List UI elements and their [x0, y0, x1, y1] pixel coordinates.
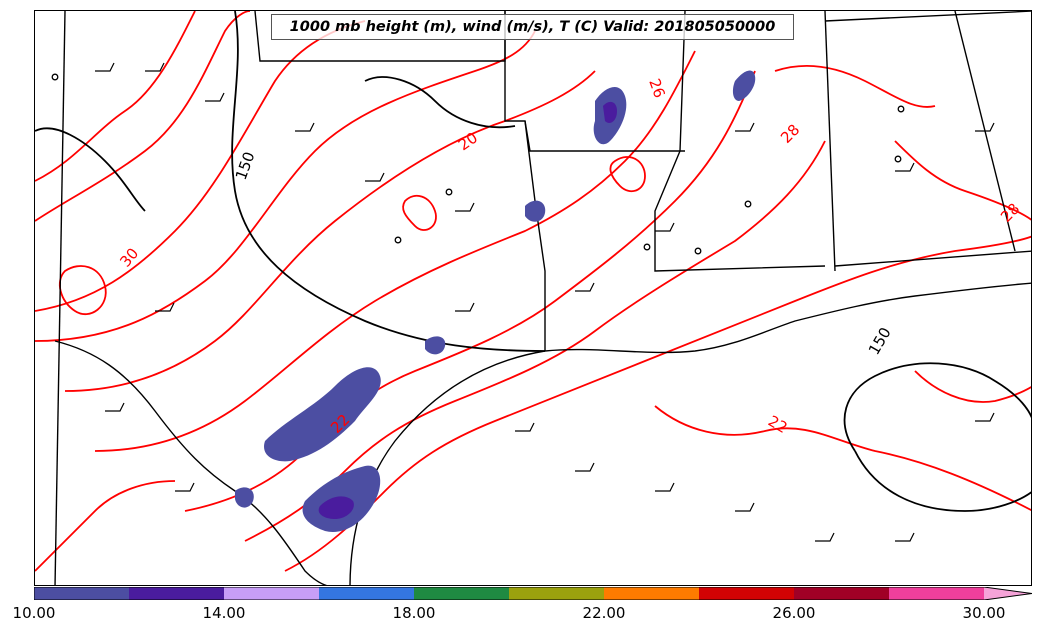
colorbar-tick-label: 18.00: [392, 604, 436, 622]
wind-barb: [175, 482, 195, 492]
map-canvas: 150 150 20 26 28 28 30 22 22: [35, 11, 1031, 585]
shaded-area: [603, 101, 617, 123]
wind-barb: [575, 462, 595, 472]
wind-barb: [735, 502, 755, 512]
temperature-contour: [35, 20, 366, 312]
colorbar-extend-triangle: [984, 587, 1032, 600]
colorbar-tick-label: 26.00: [772, 604, 816, 622]
wind-barb: [205, 92, 225, 102]
shaded-area: [318, 496, 354, 519]
coastline: [349, 282, 1031, 585]
temperature-contour: [94, 50, 696, 452]
colorbar-tick-label: 30.00: [962, 604, 1006, 622]
wind-barb: [975, 122, 995, 132]
colorbar-segment: [129, 587, 225, 600]
map-title: 1000 mb height (m), wind (m/s), T (C) Va…: [271, 14, 794, 40]
temperature-label: 26: [645, 76, 668, 100]
colorbar-segment: [699, 587, 795, 600]
wind-barb: [735, 122, 755, 132]
temperature-label: 22: [765, 412, 791, 437]
temperature-contour: [35, 30, 536, 342]
shaded-area: [425, 336, 446, 355]
temperature-contour: [774, 64, 936, 108]
calm-marker: [897, 105, 905, 113]
colorbar-tick-label: 22.00: [582, 604, 626, 622]
shaded-area: [235, 487, 254, 508]
wind-barb: [145, 62, 165, 72]
temperature-contour: [35, 11, 251, 222]
height-contours: [35, 11, 1031, 512]
wind-barb: [655, 482, 675, 492]
shaded-area: [732, 70, 756, 101]
temperature-contour: [284, 235, 1031, 572]
colorbar-segment: [319, 587, 415, 600]
temperature-contour: [894, 140, 1031, 221]
temperature-contour: [654, 405, 1031, 511]
wind-barb: [895, 532, 915, 542]
state-border: [54, 11, 66, 585]
state-border: [824, 11, 1031, 22]
wind-barb: [365, 172, 385, 182]
wind-barb: [95, 62, 115, 72]
height-contour: [854, 450, 1031, 512]
state-border: [824, 11, 836, 272]
calm-marker: [894, 155, 902, 163]
wind-barb: [455, 302, 475, 312]
calm-marker: [643, 243, 651, 251]
colorbar-segment: [604, 587, 700, 600]
calm-marker: [394, 236, 402, 244]
wind-barb: [155, 302, 175, 312]
colorbar: [34, 587, 1032, 600]
colorbar-tick-label: 10.00: [12, 604, 56, 622]
map-panel: 150 150 20 26 28 28 30 22 22: [34, 10, 1032, 586]
colorbar-segment: [509, 587, 605, 600]
state-border: [834, 250, 1031, 267]
height-contour: [843, 362, 1031, 452]
contour-labels: 150 150 20 26 28 28 30 22 22: [116, 76, 1023, 437]
border-river: [54, 340, 328, 585]
height-label: 150: [865, 324, 895, 358]
temperature-contour: [609, 156, 646, 193]
temperature-label: 30: [116, 244, 142, 270]
shaded-areas: [235, 70, 756, 532]
wind-barb: [975, 412, 995, 422]
calm-marker: [445, 188, 453, 196]
height-label: 150: [232, 149, 259, 182]
height-contour: [35, 127, 146, 212]
colorbar-outline: [34, 587, 1032, 600]
temperature-contours: [35, 11, 1031, 572]
calm-marker: [694, 247, 702, 255]
wind-barb: [655, 222, 675, 232]
wind-barb: [455, 202, 475, 212]
state-border: [654, 11, 826, 272]
state-border: [524, 120, 546, 351]
colorbar-segment: [224, 587, 320, 600]
wind-barb: [575, 282, 595, 292]
height-contour: [231, 11, 546, 352]
wind-barb: [105, 402, 125, 412]
calm-marker: [51, 73, 59, 81]
colorbar-segment: [414, 587, 510, 600]
colorbar-segment: [34, 587, 130, 600]
colorbar-tick-label: 14.00: [202, 604, 246, 622]
colorbar-segment: [794, 587, 890, 600]
temperature-contour: [402, 194, 437, 231]
wind-barbs: [95, 62, 995, 542]
temperature-contour: [35, 11, 196, 182]
shaded-area: [264, 367, 381, 462]
wind-barb: [295, 122, 315, 132]
colorbar-segment: [889, 587, 985, 600]
calm-markers: [51, 73, 905, 255]
calm-marker: [744, 200, 752, 208]
wind-barb: [515, 422, 535, 432]
temperature-contour: [35, 480, 176, 572]
state-borders: [54, 11, 1031, 585]
temperature-contour: [64, 70, 596, 392]
wind-barb: [815, 532, 835, 542]
wind-barb: [895, 162, 915, 172]
temperature-contour: [914, 370, 1031, 403]
height-contour: [364, 76, 516, 129]
temperature-label: 28: [777, 121, 803, 147]
shaded-area: [525, 200, 546, 222]
